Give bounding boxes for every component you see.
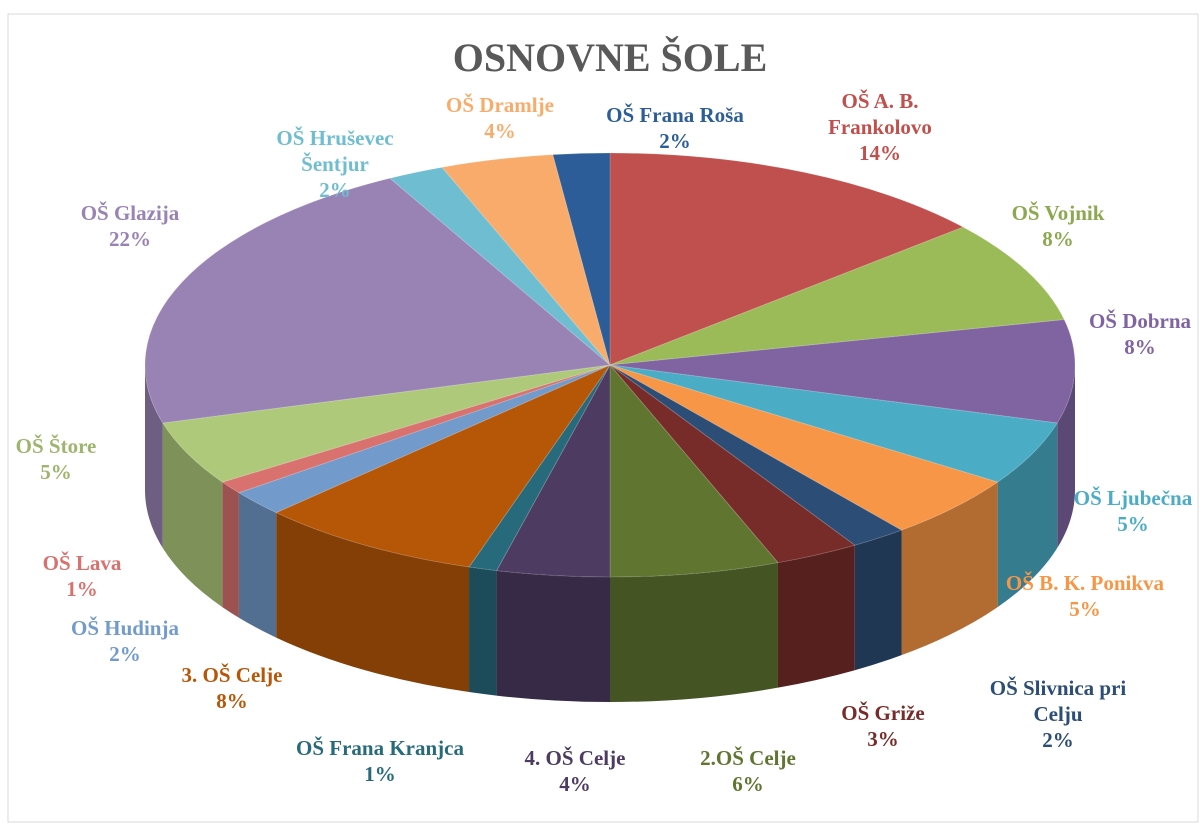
label-name: OŠ A. B. Frankolovo (828, 89, 932, 139)
data-label: OŠ Dobrna 8% (1075, 308, 1202, 360)
data-label: 4. OŠ Celje 4% (505, 745, 645, 797)
label-value: 5% (1069, 597, 1101, 621)
label-value: 2% (659, 129, 691, 153)
data-label: 2.OŠ Celje 6% (678, 745, 818, 797)
slice (144, 177, 612, 424)
slice (609, 226, 1065, 366)
slice-side (276, 512, 470, 693)
label-value: 2% (109, 642, 141, 666)
slice (609, 319, 1076, 424)
label-value: 4% (559, 772, 591, 796)
slice (441, 154, 611, 366)
data-label: OŠ Štore 5% (1, 433, 111, 485)
label-value: 14% (859, 141, 901, 165)
slice-side (496, 570, 610, 702)
slice (237, 364, 611, 514)
slice (609, 363, 779, 578)
slice (495, 364, 611, 578)
label-name: 2.OŠ Celje (700, 746, 796, 770)
label-name: OŠ Dobrna (1088, 309, 1192, 333)
slice (609, 152, 965, 366)
slice (552, 152, 611, 366)
slice-side (997, 423, 1058, 608)
label-name: OŠ Frana Kranjca (296, 736, 464, 760)
data-label: OŠ Frana Roša 2% (585, 102, 765, 154)
label-value: 4% (484, 119, 516, 143)
label-value: 2% (319, 178, 351, 202)
slice-side (222, 482, 239, 618)
label-value: 8% (1124, 335, 1156, 359)
label-value: 2% (1042, 728, 1074, 752)
slice (388, 166, 611, 366)
label-value: 1% (364, 762, 396, 786)
label-name: OŠ Lava (42, 551, 122, 575)
data-label: OŠ Hudinja 2% (55, 615, 195, 667)
label-value: 5% (1117, 512, 1149, 536)
slice (609, 364, 903, 546)
slice (609, 364, 1059, 483)
data-label: OŠ Vojnik 8% (998, 200, 1118, 252)
label-value: 6% (732, 772, 764, 796)
label-name: OŠ B. K. Ponikva (1005, 571, 1165, 595)
slice-side (610, 562, 778, 702)
slice (221, 364, 611, 494)
label-value: 5% (40, 460, 72, 484)
label-value: 3% (867, 727, 899, 751)
slice (609, 364, 999, 531)
slice (468, 364, 611, 572)
slice (609, 364, 856, 564)
label-value: 8% (1042, 227, 1074, 251)
label-name: OŠ Ljubečna (1073, 486, 1193, 510)
data-label: OŠ Ljubečna 5% (1063, 485, 1202, 537)
label-value: 1% (66, 577, 98, 601)
slice-side (238, 492, 277, 638)
data-label: 3. OŠ Celje 8% (162, 662, 302, 714)
slice-side (145, 365, 163, 549)
slice (274, 363, 612, 568)
data-label: OŠ Hruševec Šentjur 2% (255, 125, 415, 203)
slice-side (777, 545, 855, 688)
label-value: 22% (109, 227, 151, 251)
label-name: OŠ Dramlje (446, 93, 554, 117)
label-name: OŠ Frana Roša (606, 103, 744, 127)
data-label: OŠ A. B. Frankolovo 14% (805, 88, 955, 166)
slice-side (469, 567, 497, 696)
slice-side (1057, 365, 1075, 549)
slice (161, 364, 611, 483)
label-name: OŠ Hudinja (71, 616, 179, 640)
label-name: OŠ Vojnik (1011, 201, 1105, 225)
data-label: OŠ B. K. Ponikva 5% (985, 570, 1185, 622)
data-label: OŠ Griže 3% (823, 700, 943, 752)
label-name: OŠ Slivnica pri Celju (989, 676, 1127, 726)
label-value: 8% (216, 689, 248, 713)
label-name: OŠ Štore (15, 434, 97, 458)
label-name: OŠ Glazija (80, 201, 180, 225)
data-label: OŠ Glazija 22% (60, 200, 200, 252)
label-name: 4. OŠ Celje (524, 746, 626, 770)
data-label: OŠ Dramlje 4% (430, 92, 570, 144)
label-name: OŠ Griže (841, 701, 925, 725)
label-name: OŠ Hruševec Šentjur (276, 126, 394, 176)
data-label: OŠ Slivnica pri Celju 2% (963, 675, 1153, 753)
data-label: OŠ Frana Kranjca 1% (270, 735, 490, 787)
chart-title: OSNOVNE ŠOLE (453, 35, 768, 80)
label-name: 3. OŠ Celje (181, 663, 283, 687)
data-label: OŠ Lava 1% (22, 550, 142, 602)
slice-side (162, 423, 223, 608)
slice-side (901, 482, 998, 656)
slice-side (854, 530, 902, 671)
